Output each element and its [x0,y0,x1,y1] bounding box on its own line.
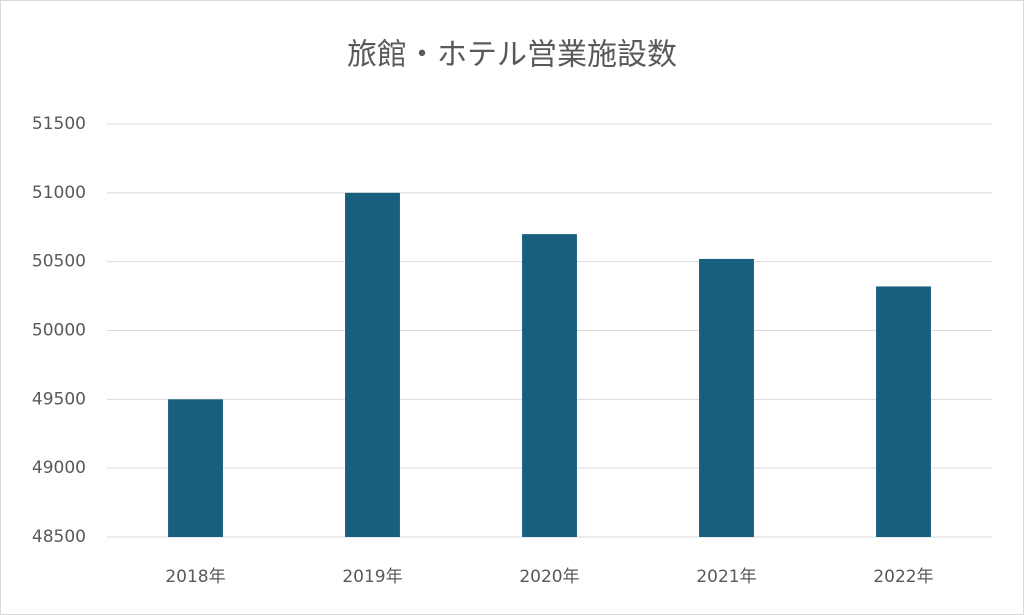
bar [699,258,754,537]
bar [345,192,400,538]
x-tick-label: 2018年 [165,567,225,587]
x-tick-label: 2019年 [342,567,402,587]
x-tick-label: 2021年 [696,567,756,587]
x-tick-label: 2022年 [873,567,933,587]
y-tick-label: 50500 [32,252,86,272]
y-tick-label: 50000 [32,321,86,341]
y-tick-label: 49000 [32,458,86,478]
y-tick-label: 51000 [32,183,86,203]
y-tick-label: 48500 [32,527,86,547]
x-tick-label: 2020年 [519,567,579,587]
y-tick-label: 51500 [32,114,86,134]
bar [168,399,223,537]
bar [522,234,577,537]
chart-title: 旅館・ホテル営業施設数 [347,38,677,73]
y-tick-label: 49500 [32,389,86,409]
bar [876,286,931,537]
